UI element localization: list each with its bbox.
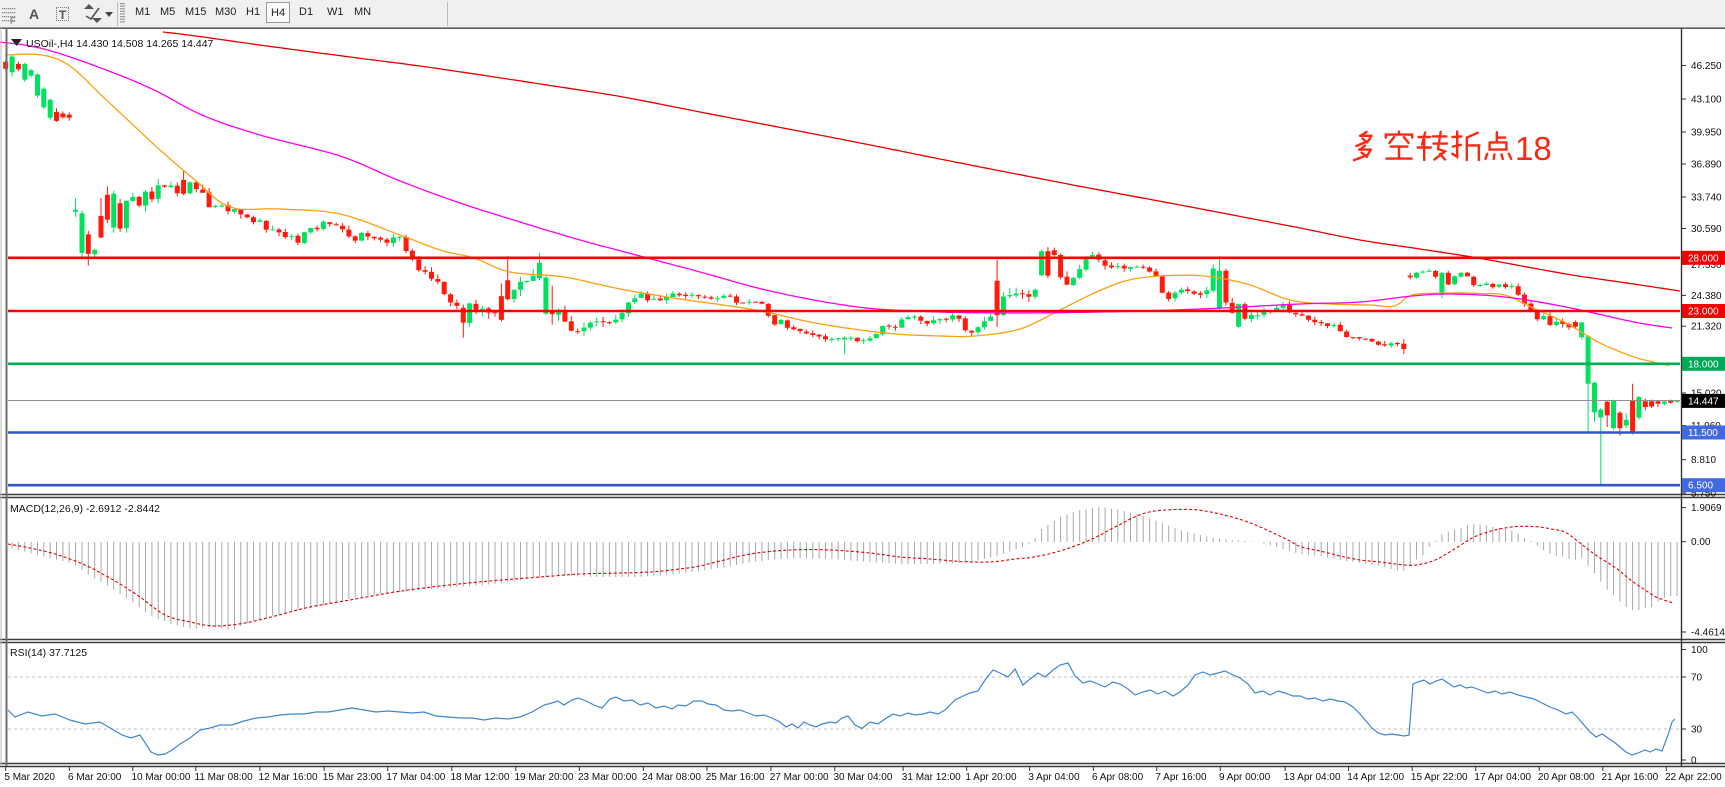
- svg-text:27 Mar 00:00: 27 Mar 00:00: [770, 772, 829, 783]
- svg-text:F: F: [10, 16, 16, 26]
- svg-text:46.250: 46.250: [1691, 61, 1722, 72]
- svg-text:18 Mar 12:00: 18 Mar 12:00: [451, 772, 510, 783]
- svg-text:RSI(14) 37.7125: RSI(14) 37.7125: [10, 647, 87, 659]
- svg-text:25 Mar 16:00: 25 Mar 16:00: [706, 772, 765, 783]
- svg-text:36.890: 36.890: [1691, 160, 1722, 171]
- svg-text:18: 18: [1515, 130, 1552, 167]
- svg-text:100: 100: [1691, 645, 1708, 656]
- svg-text:11 Mar 08:00: 11 Mar 08:00: [195, 772, 254, 783]
- svg-text:23.000: 23.000: [1688, 307, 1719, 318]
- svg-text:22 Apr 22:00: 22 Apr 22:00: [1665, 772, 1722, 783]
- svg-text:8.810: 8.810: [1691, 455, 1716, 466]
- svg-text:31 Mar 12:00: 31 Mar 12:00: [902, 772, 961, 783]
- svg-text:9 Apr 00:00: 9 Apr 00:00: [1219, 772, 1271, 783]
- svg-text:24.380: 24.380: [1691, 291, 1722, 302]
- svg-text:1 Apr 20:00: 1 Apr 20:00: [965, 772, 1017, 783]
- svg-text:14 Apr 12:00: 14 Apr 12:00: [1347, 772, 1404, 783]
- svg-text:70: 70: [1691, 673, 1703, 684]
- svg-text:21 Apr 16:00: 21 Apr 16:00: [1602, 772, 1659, 783]
- svg-text:5 Mar 2020: 5 Mar 2020: [4, 772, 55, 783]
- svg-text:30.590: 30.590: [1691, 224, 1722, 235]
- svg-text:0.00: 0.00: [1691, 537, 1711, 548]
- svg-text:6 Mar 20:00: 6 Mar 20:00: [68, 772, 122, 783]
- svg-text:39.950: 39.950: [1691, 128, 1722, 139]
- svg-text:23 Mar 00:00: 23 Mar 00:00: [578, 772, 637, 783]
- svg-text:30: 30: [1691, 725, 1703, 736]
- svg-text:0: 0: [1691, 756, 1697, 767]
- svg-text:28.000: 28.000: [1688, 253, 1719, 264]
- svg-text:5.750: 5.750: [1691, 489, 1716, 500]
- svg-text:12 Mar 16:00: 12 Mar 16:00: [259, 772, 318, 783]
- svg-text:6 Apr 08:00: 6 Apr 08:00: [1092, 772, 1144, 783]
- svg-text:43.100: 43.100: [1691, 95, 1722, 106]
- svg-text:24 Mar 08:00: 24 Mar 08:00: [642, 772, 701, 783]
- svg-text:30 Mar 04:00: 30 Mar 04:00: [834, 772, 893, 783]
- svg-text:1.9069: 1.9069: [1691, 503, 1722, 514]
- svg-text:17 Mar 04:00: 17 Mar 04:00: [386, 772, 445, 783]
- svg-text:18.000: 18.000: [1688, 359, 1719, 370]
- svg-text:USOil-,H4 14.430 14.508 14.26: USOil-,H4 14.430 14.508 14.265 14.447: [26, 38, 214, 50]
- svg-text:-4.4614: -4.4614: [1691, 628, 1725, 639]
- svg-text:21.320: 21.320: [1691, 322, 1722, 333]
- svg-text:17 Apr 04:00: 17 Apr 04:00: [1474, 772, 1531, 783]
- svg-text:11.500: 11.500: [1688, 428, 1718, 439]
- svg-text:15 Mar 23:00: 15 Mar 23:00: [323, 772, 382, 783]
- svg-text:27.530: 27.530: [1691, 260, 1722, 271]
- svg-text:20 Apr 08:00: 20 Apr 08:00: [1538, 772, 1595, 783]
- svg-text:7 Apr 16:00: 7 Apr 16:00: [1155, 772, 1207, 783]
- svg-text:10 Mar 00:00: 10 Mar 00:00: [132, 772, 191, 783]
- svg-text:13 Apr 04:00: 13 Apr 04:00: [1284, 772, 1341, 783]
- svg-text:14.447: 14.447: [1688, 396, 1719, 407]
- svg-text:3 Apr 04:00: 3 Apr 04:00: [1028, 772, 1080, 783]
- svg-text:15 Apr 22:00: 15 Apr 22:00: [1411, 772, 1468, 783]
- svg-text:MACD(12,26,9) -2.6912 -2.8442: MACD(12,26,9) -2.6912 -2.8442: [10, 503, 160, 515]
- svg-text:6.500: 6.500: [1688, 481, 1713, 492]
- svg-text:33.740: 33.740: [1691, 193, 1722, 204]
- svg-text:19 Mar 20:00: 19 Mar 20:00: [515, 772, 574, 783]
